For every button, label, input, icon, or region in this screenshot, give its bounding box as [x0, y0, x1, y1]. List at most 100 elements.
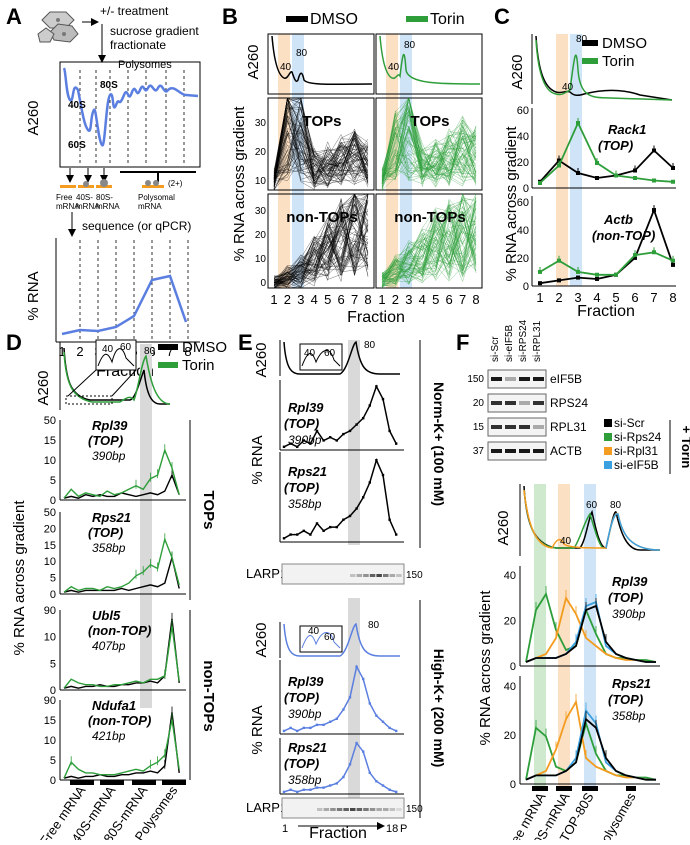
trace-line	[381, 217, 477, 285]
panel-b-tops-label-left: TOPs	[303, 113, 342, 130]
trace-line	[381, 197, 477, 284]
panel-c-ytick: 40	[517, 225, 529, 237]
panel-c-yticks: 0 20 40 60 0 20 40 60	[517, 105, 529, 293]
rack1-torin-point	[671, 179, 675, 184]
trace-line	[273, 128, 369, 182]
panel-e-larp1-blot-bottom	[281, 797, 405, 819]
panel-d-ylabel: % RNA across gradient	[11, 500, 28, 656]
panel-f-torin: + Torin	[679, 426, 690, 469]
blot-band	[505, 449, 516, 453]
panel-b-peak80-left: 80	[296, 48, 308, 59]
panel-d-ytick: 90	[44, 695, 56, 707]
panel-f-gene2: Rps21	[612, 676, 651, 691]
blot-band	[533, 449, 544, 453]
trace-line	[381, 97, 477, 185]
panel-e-point	[289, 533, 292, 536]
panel-f-peak80: 80	[610, 500, 622, 511]
panel-f-ytick: 40	[504, 570, 516, 582]
trace-line	[273, 202, 369, 289]
panel-e-xlabel: Fraction	[309, 825, 367, 840]
panel-e-point	[302, 788, 305, 791]
panel-a-tick: 7	[166, 344, 173, 359]
panel-f-lane: si-RPL31	[532, 320, 543, 362]
panel-e-gene1-top: Rpl39	[288, 400, 324, 415]
panel-b-peak80-right: 80	[404, 40, 416, 51]
panel-c-tick: 4	[593, 290, 600, 305]
panel-e-gene1-bottom: Rpl39	[288, 674, 324, 689]
larp1-band	[376, 574, 382, 577]
panel-b-yticks-bottom: 0 10 20 30	[255, 206, 267, 289]
panel-f-xcat: Polysomes	[594, 790, 639, 840]
larp1-band	[356, 574, 363, 577]
panel-b-tick: 2	[392, 292, 399, 307]
panel-e-larp1-bottom: LARP1	[246, 800, 287, 815]
larp1-band	[356, 808, 363, 811]
actb-torin-point	[595, 272, 599, 277]
sequence-label: sequence (or qPCR)	[82, 219, 191, 233]
panel-d-inset-region	[65, 395, 113, 405]
blot-band	[491, 401, 502, 405]
trace-line	[273, 97, 369, 186]
panel-f-xcats: Free mRNA 40S-mRNA TOP-80S Polysomes	[501, 790, 639, 845]
panel-e-point	[362, 416, 365, 420]
panel-e-point	[329, 784, 332, 787]
panel-b-tick: 1	[270, 292, 277, 307]
panel-d-inset-pointer	[67, 369, 97, 397]
panel-f-gene1: Rpl39	[612, 574, 648, 589]
panel-f-lanes: si-Scr si-eIF5B si-RPS24 si-RPL31	[490, 319, 543, 362]
larp1-band	[383, 574, 389, 577]
trace-line	[273, 97, 369, 182]
panel-f-gene1-size: 390bp	[612, 607, 646, 621]
panel-b-xlabel: Fraction	[347, 309, 405, 326]
panel-b-torin: Torin	[430, 11, 465, 28]
panel-b-peak40-left: 40	[280, 62, 292, 73]
mrna-80s-1: 80S-	[96, 193, 113, 202]
larp1-band	[396, 574, 402, 577]
panel-b-tops-frame-left	[267, 97, 375, 191]
fractionate-line1: sucrose gradient	[110, 24, 199, 38]
panel-e-inset40-bottom: 40	[308, 626, 320, 637]
trace-line	[273, 236, 369, 278]
panel-f-peak60: 60	[586, 500, 598, 511]
panel-e-point	[335, 717, 338, 720]
panel-f-ytick: 0	[510, 779, 516, 791]
blot-mw: 150	[467, 374, 484, 385]
panel-b-tops-frame-right	[375, 97, 483, 191]
cells-icon	[37, 11, 79, 43]
panel-b-a260-trace-right	[379, 35, 481, 85]
panel-b-tick: 4	[311, 292, 318, 307]
blot-band	[519, 377, 530, 381]
panel-c-tick: 7	[650, 290, 657, 305]
panel-e-point	[375, 385, 378, 388]
panel-c-tick: 6	[631, 290, 638, 305]
panel-f-gene2-size: 358bp	[612, 709, 646, 723]
panel-e-point	[315, 786, 319, 789]
panel-e-point	[342, 432, 345, 436]
panel-d: D A260 40 60 80 DMSO Torin % RNA across …	[6, 330, 227, 845]
blot-strip	[487, 369, 547, 389]
legend-swatch	[604, 433, 612, 441]
panel-d-torin-line	[63, 625, 180, 689]
panel-b-ytick: 0	[260, 278, 266, 289]
panel-e-point	[388, 788, 391, 791]
panel-e-point	[381, 784, 385, 787]
larp1-band	[369, 574, 376, 577]
trace-line	[381, 197, 477, 280]
panel-d-gene-size: 358bp	[92, 541, 126, 555]
panel-e-inset60-bottom: 60	[324, 632, 336, 643]
trace-line	[381, 140, 477, 188]
panel-c-peak80: 80	[576, 34, 588, 45]
panel-c-dmso-swatch	[578, 40, 598, 46]
trace-line	[273, 97, 369, 187]
panel-b-tick: 8	[364, 292, 371, 307]
actb-torin-point	[614, 272, 618, 277]
panel-e-gene2-bottom: Rps21	[288, 740, 327, 755]
peak-40s-label: 40S	[68, 100, 86, 111]
panel-e-larp1-bands-top	[350, 574, 402, 577]
panel-b-yticks-top: 10 20 30	[255, 118, 267, 187]
panel-e-gene2type-top: (TOP)	[284, 480, 319, 495]
legend-label: si-Rpl31	[614, 444, 658, 458]
panel-b-tops-label-right: TOPs	[411, 113, 450, 130]
trace-line	[273, 217, 369, 289]
